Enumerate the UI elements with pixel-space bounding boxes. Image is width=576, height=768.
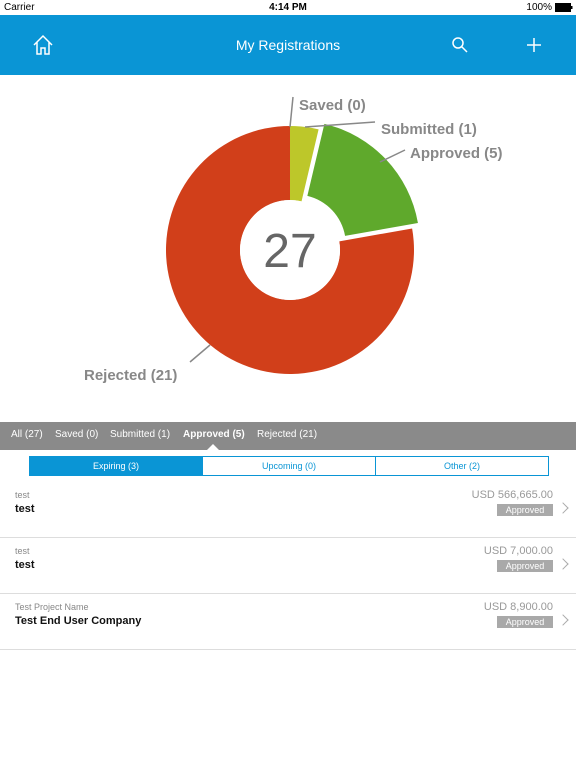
row-amount: USD 8,900.00 xyxy=(483,601,553,613)
slice-label: Rejected (21) xyxy=(84,367,177,384)
add-button[interactable] xyxy=(526,37,542,53)
donut-hole xyxy=(240,200,340,300)
row-amount: USD 566,665.00 xyxy=(471,489,553,501)
list-row[interactable]: test test USD 7,000.00 Approved xyxy=(0,537,576,594)
chevron xyxy=(557,502,569,514)
battery-icon xyxy=(555,3,573,12)
list-row[interactable]: test test USD 566,665.00 Approved xyxy=(0,481,576,538)
nav-bar: My Registrations xyxy=(0,15,576,75)
donut-slice xyxy=(165,126,414,375)
row-title: Test End User Company xyxy=(15,615,142,627)
filter-tab[interactable]: All (27) xyxy=(11,429,43,440)
leader-line xyxy=(379,149,406,163)
status-badge: Approved xyxy=(497,616,553,628)
row-subtitle: Test Project Name xyxy=(15,602,89,612)
center-total: 27 xyxy=(263,225,316,278)
carrier: Carrier xyxy=(4,2,35,13)
row-amount: USD 7,000.00 xyxy=(483,545,553,557)
donut-slice xyxy=(290,126,319,202)
donut-chart: 27 Saved (0) Submitted (1) Approved (5) Reje… xyxy=(84,96,503,384)
leader-line xyxy=(189,344,211,363)
slice-label: Saved (0) xyxy=(299,97,366,114)
home-button[interactable] xyxy=(32,34,54,56)
chevron xyxy=(557,558,569,570)
list-row[interactable]: Test Project Name Test End User Company US… xyxy=(0,593,576,650)
filter-tab[interactable]: Approved (5) xyxy=(183,429,245,440)
nav-title: My Registrations xyxy=(235,37,341,53)
segment-button[interactable]: Expiring (3) xyxy=(29,456,203,476)
search-button[interactable] xyxy=(452,37,468,53)
row-title: test xyxy=(15,559,35,571)
row-title: test xyxy=(15,503,35,515)
tab-pointer xyxy=(207,444,219,450)
leader-line xyxy=(304,121,376,128)
filter-tab[interactable]: Rejected (21) xyxy=(257,429,318,440)
status-badge: Approved xyxy=(497,560,553,572)
clock: 4:14 PM xyxy=(269,2,307,13)
segment-button[interactable]: Upcoming (0) xyxy=(202,456,376,476)
segment-button[interactable]: Other (2) xyxy=(375,456,549,476)
filter-bar: All (27) Saved (0) Submitted (1) Approved (… xyxy=(0,422,576,450)
row-subtitle: test xyxy=(15,546,30,556)
filter-tab[interactable]: Saved (0) xyxy=(55,429,99,440)
status-badge: Approved xyxy=(497,504,553,516)
filter-tab[interactable]: Submitted (1) xyxy=(110,429,171,440)
battery-text: 100% xyxy=(526,2,552,13)
leader-line xyxy=(289,96,294,128)
slice-label: Approved (5) xyxy=(410,145,503,162)
slice-label: Submitted (1) xyxy=(381,121,477,138)
donut-slice xyxy=(307,123,418,236)
row-subtitle: test xyxy=(15,490,30,500)
chevron xyxy=(557,614,569,626)
